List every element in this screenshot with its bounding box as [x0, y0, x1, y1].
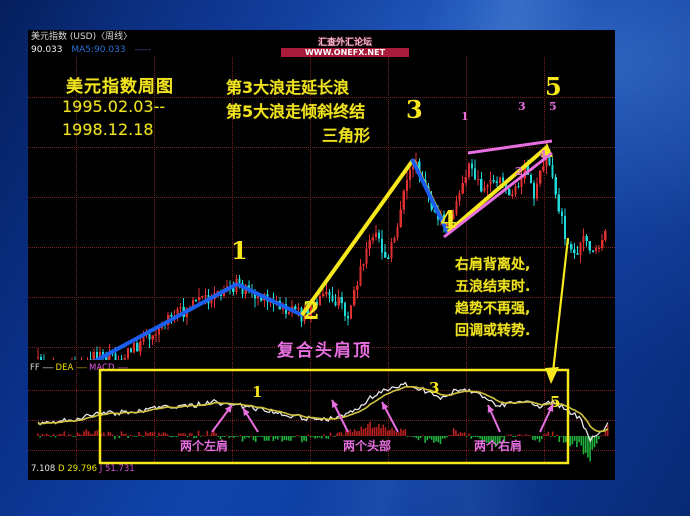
annotation-right-note-line4: 回调或转势.: [455, 323, 531, 339]
terminal-quote-line: 90.033 MA5:90.033 -----: [31, 44, 151, 57]
annotation-pattern-label: 复合头肩顶: [277, 341, 372, 361]
status-j-value: 51.731: [104, 464, 135, 474]
status-k-value: 7.108: [31, 464, 56, 474]
annotation-wave-note-line1: 第3大浪走延长浪: [226, 78, 350, 97]
annotation-title-line2: 1995.02.03--: [62, 97, 166, 116]
macd-pane: FF ----- DEA ----- MACD -----: [28, 362, 615, 462]
wave-minor-2: 3: [518, 100, 526, 113]
watermark-url: WWW.ONEFX.NET: [281, 48, 409, 57]
status-d-value: 29.796: [67, 464, 98, 474]
watermark-forum-name: 汇查外汇论坛: [317, 38, 372, 48]
macd-diff-label: FF: [30, 363, 40, 373]
macd-plot: [37, 381, 609, 462]
annotation-right-note-line1: 右肩背离处,: [455, 257, 531, 273]
macd-num-1: 3: [429, 379, 440, 397]
macd-dea-dash: -----: [75, 363, 87, 373]
price-chart-pane: 80.05: [28, 57, 615, 360]
quote-ma-label-1: MA5:90.033: [71, 45, 126, 55]
wave-major-2: 3: [406, 95, 423, 124]
wave-major-1: 2: [303, 296, 320, 325]
annotation-title-line1: 美元指数周图: [66, 77, 174, 97]
quote-price: 90.033: [31, 45, 63, 55]
elliott-wave-lines: [92, 139, 553, 360]
macd-txt-0: 两个左肩: [180, 439, 229, 453]
annotation-wave-note-line2: 第5大浪走倾斜终结: [226, 102, 366, 121]
price-gridlines: [28, 57, 615, 360]
macd-indicator-header: FF ----- DEA ----- MACD -----: [30, 363, 129, 373]
macd-num-0: 1: [252, 383, 263, 401]
annotation-right-note-line3: 趋势不再强,: [455, 301, 531, 317]
wave-major-4: 5: [545, 72, 562, 101]
wave-minor-0: 1: [461, 110, 469, 123]
annotation-wave-note-line3: 三角形: [322, 126, 371, 145]
quote-ma-label-2: -----: [134, 45, 151, 55]
status-d-label: D: [58, 464, 65, 474]
wave-major-0: 1: [231, 236, 248, 265]
annotation-right-note-line2: 五浪结束时.: [455, 279, 531, 295]
macd-txt-2: 两个右肩: [474, 439, 523, 453]
macd-num-2: 5: [550, 393, 561, 411]
forum-watermark: 汇查外汇论坛 WWW.ONEFX.NET: [281, 38, 409, 57]
macd-diff-dash: -----: [42, 363, 53, 373]
macd-txt-1: 两个头部: [343, 439, 392, 453]
wave-major-3: 4: [440, 205, 457, 234]
wave-minor-3: 4: [539, 148, 547, 161]
macd-macd-dash: -----: [117, 363, 128, 373]
wave-minor-4: 5: [549, 100, 557, 113]
status-j-label: J: [99, 464, 103, 474]
status-bar: 7.108 D 29.796 J 51.731: [28, 462, 615, 476]
macd-dea-label: DEA: [55, 363, 74, 373]
annotation-title-line3: 1998.12.18: [62, 120, 154, 139]
wave-minor-1: 2: [515, 165, 523, 178]
macd-macd-label: MACD: [89, 363, 115, 373]
terminal-title: 美元指数 (USD)〈周线〉: [28, 30, 615, 44]
